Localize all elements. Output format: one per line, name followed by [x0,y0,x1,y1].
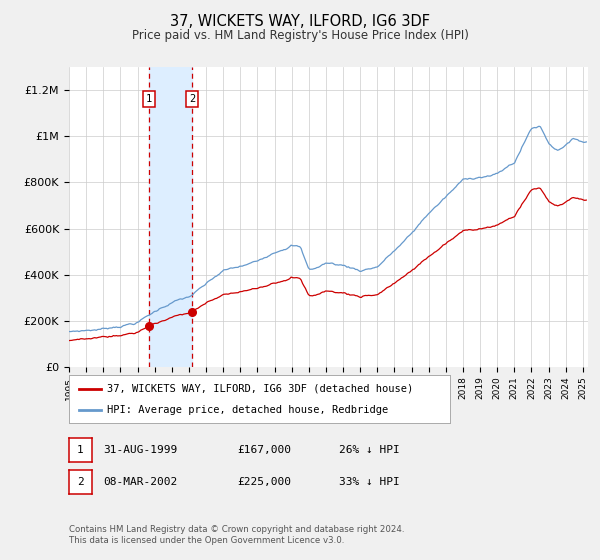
Text: 1: 1 [77,445,84,455]
Text: 26% ↓ HPI: 26% ↓ HPI [339,445,400,455]
Text: 37, WICKETS WAY, ILFORD, IG6 3DF: 37, WICKETS WAY, ILFORD, IG6 3DF [170,14,430,29]
Text: 1: 1 [146,94,152,104]
Text: HPI: Average price, detached house, Redbridge: HPI: Average price, detached house, Redb… [107,405,388,415]
Text: 37, WICKETS WAY, ILFORD, IG6 3DF (detached house): 37, WICKETS WAY, ILFORD, IG6 3DF (detach… [107,384,413,394]
Text: 2: 2 [77,477,84,487]
Text: 31-AUG-1999: 31-AUG-1999 [103,445,178,455]
Bar [149,67,192,367]
Text: Contains HM Land Registry data © Crown copyright and database right 2024.
This d: Contains HM Land Registry data © Crown c… [69,525,404,545]
Text: £167,000: £167,000 [237,445,291,455]
Text: 2: 2 [189,94,195,104]
Text: 33% ↓ HPI: 33% ↓ HPI [339,477,400,487]
Text: 08-MAR-2002: 08-MAR-2002 [103,477,178,487]
Text: Price paid vs. HM Land Registry's House Price Index (HPI): Price paid vs. HM Land Registry's House … [131,29,469,43]
Text: £225,000: £225,000 [237,477,291,487]
